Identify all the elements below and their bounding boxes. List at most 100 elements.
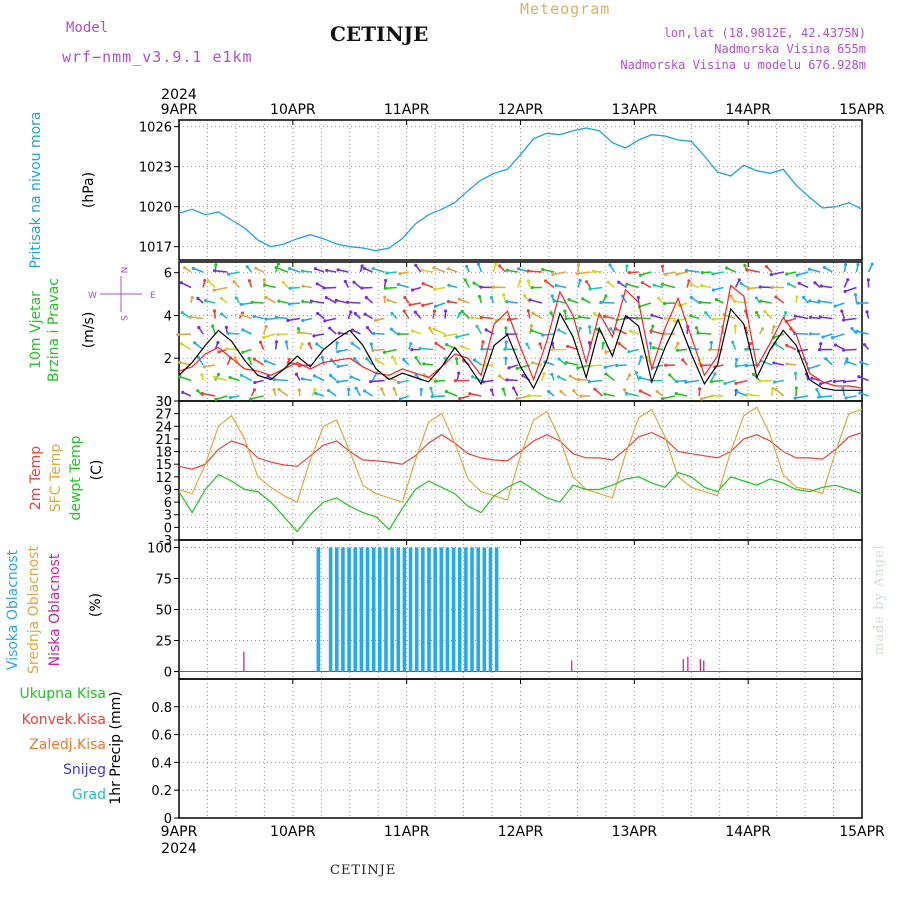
wind-arrow [289,267,301,273]
wind-arrow-head [674,379,679,384]
wind-arrow-head [413,310,417,314]
wind-arrow [506,379,518,382]
wind-arrow-head [764,265,769,269]
wind-arrow-head [287,267,292,271]
wind-arrow-head [220,312,224,316]
cloud-high-bar [371,547,376,672]
wind-arrow [215,395,228,401]
wind-arrow-head [684,380,688,384]
wind-arrow-head [866,278,870,282]
temp-line-0 [178,431,863,470]
wind-arrow-head [228,395,233,400]
footer-station: CETINJE [330,863,397,878]
x-tick-label-bottom: 13APR [612,824,658,840]
wind-arrow-head [617,341,621,346]
wind-arrow-head [587,325,592,329]
wind-arrow-head [402,309,406,313]
cloud-high-bar [476,547,480,672]
wind-arrow-head [787,282,791,286]
wind-arrow-head [551,272,555,277]
wind-arrow-head [554,283,558,287]
wind-arrow [253,315,264,320]
wind-arrow-head [625,391,629,395]
wind-arrow [618,342,628,351]
wind-arrow-head [859,360,863,364]
wind-arrow [250,395,264,400]
wind-arrow [626,283,639,289]
wind-arrow [276,316,288,320]
wind-arrow-head [214,397,218,401]
cloud-high-bar [494,547,499,672]
wind-arrow [775,343,785,351]
wind-arrow-head [528,298,532,302]
wind-arrow-head [463,278,467,282]
wind-arrow [845,395,857,399]
wind-arrow-head [744,363,748,368]
wind-arrow-head [657,296,661,300]
wind-arrow-head [785,343,789,347]
wind-arrow [856,330,869,335]
wind-arrow-head [818,315,822,319]
x-tick-label-top: 11APR [384,102,430,118]
wind-arrow-head [477,294,482,299]
wind-arrow-head [504,356,508,360]
wind-arrow [432,395,446,398]
wind-arrow [372,348,385,352]
wind-arrow-head [214,263,218,267]
wind-arrow-head [503,347,507,351]
wind-arrow-head [352,280,356,284]
wind-arrow-head [458,396,462,401]
precip-legend-item: Ukupna Kisa [19,686,106,702]
wind-arrow-head [521,374,525,378]
wind-arrow-head [216,372,221,377]
wind-arrow [578,378,591,382]
wind-arrow-head [434,341,438,345]
y-tick-label: 0.8 [151,701,172,716]
wind-arrow-head [325,268,329,272]
wind-arrow-head [301,284,305,288]
meteogram-label: Meteogram [520,0,611,18]
wind-arrow-head [212,309,217,313]
wind-arrow-head [549,311,553,315]
wind-arrow [347,301,361,304]
wind-arrow-head [732,299,737,303]
wind-arrow [747,393,760,397]
wind-arrow [433,267,446,273]
y-tick-label: 2 [164,352,172,367]
wind-arrow-head [576,272,580,276]
wind-arrow-head [410,288,415,292]
wind-arrow-head [652,346,656,350]
wind-arrow [265,360,276,366]
wind-arrow [764,310,773,320]
wind-arrow [628,348,639,353]
wind-arrow-head [844,263,848,267]
wind-arrow-head [606,280,611,284]
wind-arrow-head [793,396,797,400]
wind-arrow-head [711,317,716,321]
wind-arrow [626,392,639,397]
wind-arrow [241,314,252,320]
y-tick-label: 0 [164,666,172,681]
wind-arrow-head [363,312,367,316]
wind-arrow-head [843,289,847,294]
wind-arrow-head [808,315,813,319]
wind-arrow-head [384,278,388,283]
wind-arrow-head [460,309,464,313]
wind-arrow-head [734,381,738,385]
wind-arrow-head [858,391,862,395]
wind-arrow [711,379,724,383]
wind-arrow [771,271,785,276]
wind-arrow-head [446,267,451,271]
wind-arrow-head [557,375,561,379]
compass-north: N [118,267,128,274]
wind-arrow [287,317,301,322]
wind-arrow-head [689,295,693,300]
wind-arrow-head [178,360,182,364]
wind-arrow [241,374,252,382]
y-tick-label: 0.4 [151,756,172,771]
wind-arrow-head [784,311,788,315]
wind-arrow [589,379,603,383]
wind-arrow-head [774,295,778,299]
wind-arrow-head [526,309,530,313]
wind-arrow-head [638,376,642,380]
